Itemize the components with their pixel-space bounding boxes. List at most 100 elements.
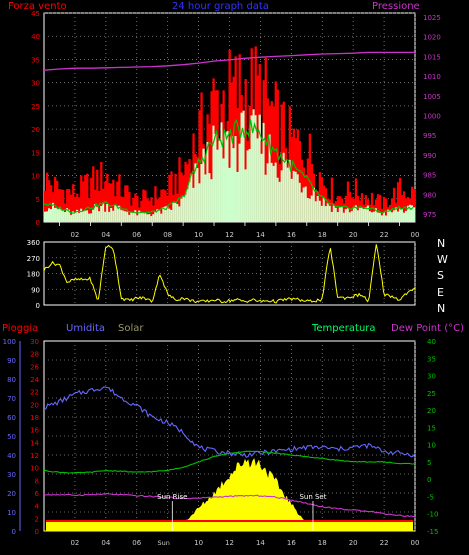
- rain-y-tick-label: 10: [30, 465, 39, 473]
- wind-speed-bar: [60, 209, 63, 222]
- pressure-y-tick-label: 1020: [423, 34, 441, 42]
- wind-gust-bar: [192, 133, 195, 222]
- wind-speed-bar: [312, 187, 316, 222]
- wind-speed-bar: [308, 198, 312, 222]
- wind-gust-bar: [404, 198, 408, 222]
- wind-pressure-panel: Forza vento 24 hour graph data Pressione…: [8, 1, 441, 239]
- wind-speed-bar: [66, 208, 69, 222]
- wind-gust-bar: [74, 196, 77, 222]
- climate-x-tick-label: 16: [287, 539, 296, 547]
- wind-speed-bar: [306, 197, 310, 222]
- wind-gust-bar: [148, 200, 151, 222]
- wind-x-tick-label: 18: [318, 231, 327, 239]
- direction-line: [43, 244, 416, 304]
- temperature-y-tick-label: 40: [427, 338, 436, 346]
- pressure-y-tick-label: 980: [423, 191, 436, 199]
- wind-speed-bar: [412, 207, 416, 222]
- wind-gust-bar: [174, 173, 177, 222]
- wind-y-tick-label: 45: [31, 10, 40, 18]
- wind-speed-bar: [336, 212, 340, 222]
- sun-markers: Sun Rise Sun Set: [157, 493, 327, 531]
- humidity-line: [43, 386, 416, 458]
- humidity-y-ticks: 0 10 20 30 40 50 60 70 80 90 100: [3, 338, 21, 536]
- direction-y-ticks: 0 90 180 270 360: [27, 239, 40, 310]
- climate-panel: Pioggia Umidita Solar Temperatura Dew Po…: [2, 323, 464, 547]
- wind-speed-bar: [364, 207, 368, 222]
- wind-speed-bar: [98, 211, 101, 222]
- wind-speed-bar: [140, 212, 143, 222]
- wind-speed-bar: [96, 206, 99, 222]
- wind-gust-bar: [116, 181, 119, 222]
- temperature-y-tick-label: 10: [427, 442, 436, 450]
- wind-gust-bar: [280, 104, 283, 222]
- chart-title: 24 hour graph data: [172, 1, 269, 12]
- sun-set-label: Sun Set: [299, 493, 326, 501]
- wind-speed-bar: [338, 207, 342, 222]
- wind-gust-bar: [106, 174, 109, 222]
- wind-speed-bar: [236, 171, 239, 222]
- wind-speed-bar: [166, 205, 169, 222]
- humidity-y-tick-label: 40: [7, 452, 16, 460]
- humidity-y-tick-label: 10: [7, 509, 16, 517]
- sun-tick-label: Sun: [157, 539, 169, 547]
- wind-gust-bar: [124, 185, 127, 222]
- rain-y-tick-label: 30: [30, 338, 39, 346]
- rain-baseline-band: [46, 522, 413, 531]
- wind-speed-bar: [332, 205, 336, 222]
- wind-speed-bar: [130, 212, 133, 222]
- wind-speed-bar: [320, 205, 324, 222]
- wind-gust-bar: [200, 92, 203, 222]
- wind-gust-bar: [398, 177, 402, 222]
- humidity-y-tick-label: 100: [3, 338, 16, 346]
- temperature-y-tick-label: -15: [427, 528, 438, 536]
- wind-speed-bar: [210, 179, 213, 222]
- wind-speed-bar: [240, 112, 243, 222]
- wind-speed-bar: [322, 197, 326, 222]
- humidity-y-tick-label: 50: [7, 433, 16, 441]
- wind-speed-bar: [78, 212, 81, 222]
- wind-gust-bar: [58, 189, 61, 222]
- wind-speed-bar: [128, 214, 131, 222]
- wind-gust-bar: [60, 189, 63, 222]
- wind-speed-bar: [352, 206, 356, 222]
- temperature-y-tick-label: 20: [427, 407, 436, 415]
- temperature-y-tick-label: -5: [427, 493, 434, 501]
- wind-gust-bar: [160, 189, 163, 222]
- wind-gust-bar: [92, 166, 95, 222]
- wind-speed-bar: [286, 167, 289, 222]
- wind-gust-bar: [152, 205, 155, 222]
- wind-speed-bar: [404, 210, 408, 222]
- wind-speed-bar: [198, 183, 201, 222]
- wind-speed-bar: [218, 140, 221, 222]
- wind-gust-bar: [330, 177, 334, 222]
- wind-speed-bar: [138, 210, 141, 222]
- wind-speed-bar: [248, 148, 251, 222]
- wind-gust-bar: [390, 198, 394, 222]
- wind-speed-bar: [216, 149, 219, 222]
- wind-speed-bar: [110, 207, 113, 222]
- wind-speed-bar: [170, 209, 173, 222]
- wind-gust-bar: [100, 161, 103, 222]
- rain-y-tick-label: 12: [30, 452, 39, 460]
- wind-speed-bar: [274, 162, 277, 222]
- wind-gust-bar: [384, 198, 388, 222]
- pressure-series: [43, 51, 415, 71]
- wind-speed-bar: [92, 209, 95, 222]
- rain-y-tick-label: 6: [35, 490, 40, 498]
- wind-speed-bar: [114, 205, 117, 222]
- wind-speed-bar: [214, 134, 217, 222]
- wind-gust-bar: [108, 183, 111, 222]
- wind-speed-bar: [350, 210, 354, 222]
- temperature-y-tick-label: 5: [427, 459, 431, 467]
- wind-gust-bar: [48, 180, 51, 222]
- wind-speed-bar: [192, 187, 195, 222]
- temperature-y-tick-label: 30: [427, 373, 436, 381]
- climate-x-tick-label: 14: [256, 539, 265, 547]
- wind-gust-bar: [210, 91, 213, 222]
- wind-speed-bar: [46, 211, 49, 222]
- wind-speed-bar: [262, 122, 265, 222]
- wind-speed-bar: [220, 122, 223, 222]
- wind-speed-bar: [250, 115, 253, 222]
